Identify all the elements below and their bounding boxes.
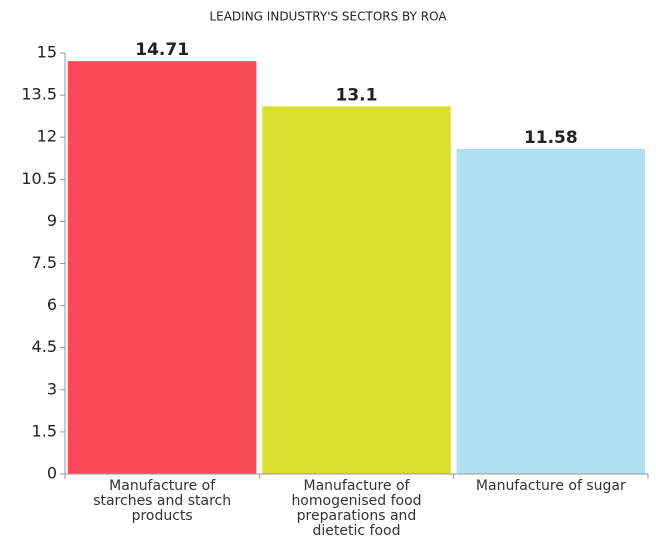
bar <box>456 148 646 474</box>
y-tick-label: 1.5 <box>32 421 57 440</box>
bar <box>67 61 257 474</box>
y-tick-label: 12 <box>37 127 57 146</box>
value-label: 14.71 <box>135 40 189 60</box>
y-tick-label: 9 <box>47 211 57 230</box>
y-tick-label: 0 <box>47 464 57 483</box>
value-label: 11.58 <box>524 128 578 148</box>
bar <box>262 106 451 475</box>
chart-title: LEADING INDUSTRY'S SECTORS BY ROA <box>209 10 447 24</box>
y-tick-label: 15 <box>37 43 57 62</box>
y-tick-label: 13.5 <box>21 85 57 104</box>
y-tick-label: 3 <box>47 379 57 398</box>
x-tick-label: Manufacture of starches and starch produ… <box>93 478 232 524</box>
x-tick-label: Manufacture of sugar <box>475 478 626 494</box>
y-tick-label: 6 <box>47 295 57 314</box>
value-label: 13.1 <box>336 85 378 105</box>
y-tick-label: 10.5 <box>21 169 57 188</box>
y-tick-label: 7.5 <box>32 253 57 272</box>
y-tick-label: 4.5 <box>32 337 57 356</box>
x-tick-label: Manufacture of homogenised food preparat… <box>291 478 422 539</box>
